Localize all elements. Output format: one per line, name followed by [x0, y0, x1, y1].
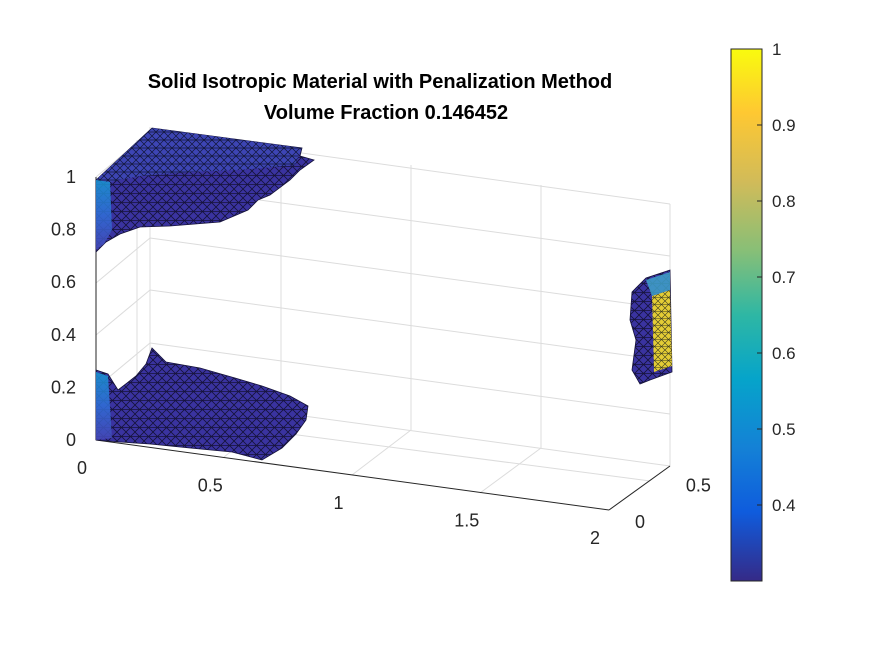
right-load-region [629, 269, 673, 385]
chart-title-line-2: Volume Fraction 0.146452 [264, 102, 508, 124]
z-tick-label: 1 [66, 167, 76, 187]
colorbar-tick-label: 0.7 [772, 268, 796, 287]
colorbar-scale [730, 48, 763, 582]
z-tick-label: 0.4 [51, 325, 76, 345]
top-left-material-block [95, 127, 315, 253]
colorbar-tick-label: 0.5 [772, 420, 796, 439]
chart-title-line-1: Solid Isotropic Material with Penalizati… [148, 71, 612, 93]
z-tick-label: 0.8 [51, 220, 76, 240]
z-axis-tick-labels: 0 0.2 0.4 0.6 0.8 1 [51, 167, 76, 450]
z-tick-label: 0 [66, 430, 76, 450]
y-tick-label: 0 [635, 512, 645, 532]
colorbar-tick-labels: 0.4 0.5 0.6 0.7 0.8 0.9 1 [757, 40, 796, 515]
x-tick-label: 0 [77, 458, 87, 478]
x-tick-label: 2 [590, 528, 600, 548]
x-tick-label: 1 [333, 493, 343, 513]
x-axis-tick-labels: 0 0.5 1 1.5 2 [77, 458, 600, 548]
bottom-left-material-block [95, 347, 309, 461]
y-axis-tick-labels: 00.5 [635, 475, 711, 532]
z-tick-label: 0.2 [51, 377, 76, 397]
colorbar: 0.4 0.5 0.6 0.7 0.8 0.9 1 [730, 40, 796, 582]
colorbar-tick-label: 0.8 [772, 192, 796, 211]
colorbar-tick-label: 0.6 [772, 344, 796, 363]
x-tick-label: 1.5 [454, 511, 479, 531]
x-tick-label: 0.5 [198, 476, 223, 496]
colorbar-tick-label: 0.4 [772, 496, 796, 515]
y-tick-label: 0.5 [686, 475, 711, 495]
z-tick-label: 0.6 [51, 272, 76, 292]
colorbar-tick-label: 1 [772, 40, 781, 59]
colorbar-tick-label: 0.9 [772, 116, 796, 135]
axis-lines [95, 177, 671, 511]
